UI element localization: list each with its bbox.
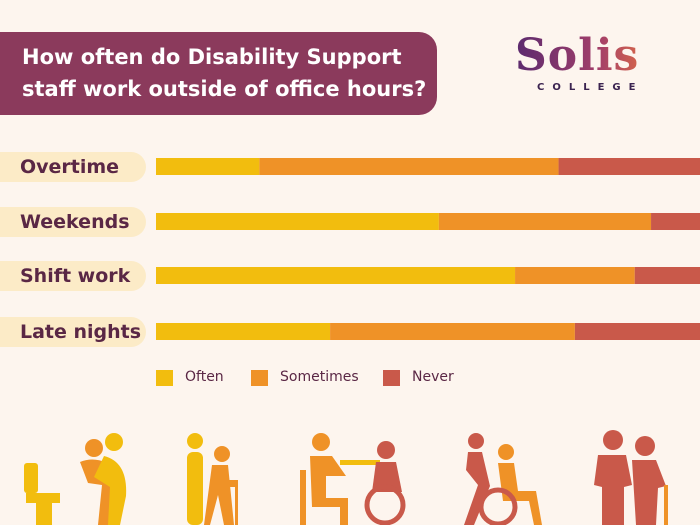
category-label: Late nights	[0, 316, 146, 347]
bar-segment-often	[156, 213, 439, 230]
logo-sub: COLLEGE	[537, 82, 644, 93]
bar-segment-never	[651, 213, 700, 230]
title-line-2: staff work outside of office hours?	[22, 77, 427, 101]
title-line-1: How often do Disability Support	[22, 45, 402, 69]
category-label: Weekends	[0, 206, 146, 237]
bar-segment-often	[156, 158, 260, 175]
bar-segment-sometimes	[515, 267, 635, 284]
legend-label-sometimes: Sometimes	[280, 369, 359, 385]
bar-segment-never	[574, 323, 700, 340]
legend-swatch-sometimes	[251, 370, 268, 386]
meal-assist-icon	[300, 433, 406, 525]
legend-label-often: Often	[185, 369, 224, 385]
bar-segment-often	[156, 267, 516, 284]
wheelchair-push-icon	[464, 433, 542, 525]
legend-swatch-never	[383, 370, 400, 386]
elderly-cane-icon	[594, 430, 668, 525]
bar-segment-never	[558, 158, 700, 175]
chart-title: How often do Disability Support staff wo…	[0, 32, 437, 115]
walker-assist-icon	[187, 433, 238, 525]
bar-segment-often	[156, 323, 331, 340]
legend-label-never: Never	[412, 369, 454, 385]
bar-segment-never	[634, 267, 700, 284]
legend-swatch-often	[156, 370, 173, 386]
category-label: Overtime	[0, 151, 146, 182]
bar-segment-sometimes	[259, 158, 559, 175]
toilet-assist-icon	[24, 433, 127, 525]
bar-segment-sometimes	[330, 323, 575, 340]
category-label: Shift work	[0, 260, 146, 291]
logo-word: Solis	[515, 30, 665, 82]
bar-segment-sometimes	[438, 213, 652, 230]
solis-college-logo: Solis COLLEGE	[515, 30, 665, 110]
